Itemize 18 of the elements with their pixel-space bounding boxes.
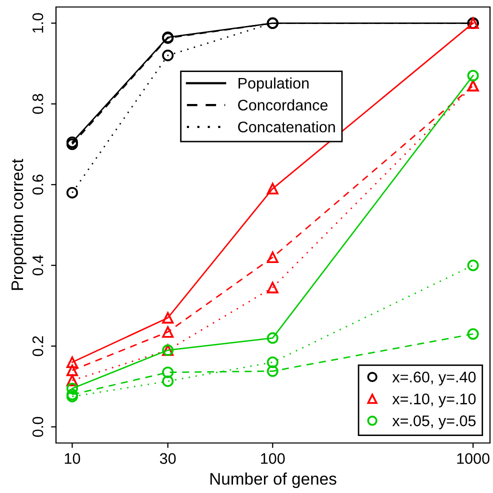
y-tick-label: 0.8 bbox=[32, 94, 44, 114]
x-axis-title: Number of genes bbox=[210, 472, 336, 488]
annotation: Concatenation bbox=[238, 121, 335, 132]
annotation: x=.60, y=.40 bbox=[392, 372, 476, 386]
annotation: x=.05, y=.05 bbox=[392, 415, 476, 430]
y-tick-label: 0.4 bbox=[32, 255, 44, 276]
x-tick-label: 1000 bbox=[457, 453, 490, 464]
y-tick-label: 0.0 bbox=[32, 416, 44, 437]
y-tick-label: 0.2 bbox=[32, 336, 44, 356]
x-tick-label: 30 bbox=[160, 453, 176, 464]
y-axis-title: Proportion correct bbox=[10, 158, 26, 290]
annotation: Concordance bbox=[238, 99, 328, 111]
x-tick-label: 10 bbox=[64, 453, 80, 464]
x-tick-label: 100 bbox=[261, 453, 285, 464]
annotation: x=.10, y=.10 bbox=[392, 394, 476, 408]
y-tick-label: 0.6 bbox=[32, 174, 44, 195]
y-tick-label: 1.0 bbox=[32, 13, 44, 33]
annotation: Population bbox=[238, 77, 309, 92]
